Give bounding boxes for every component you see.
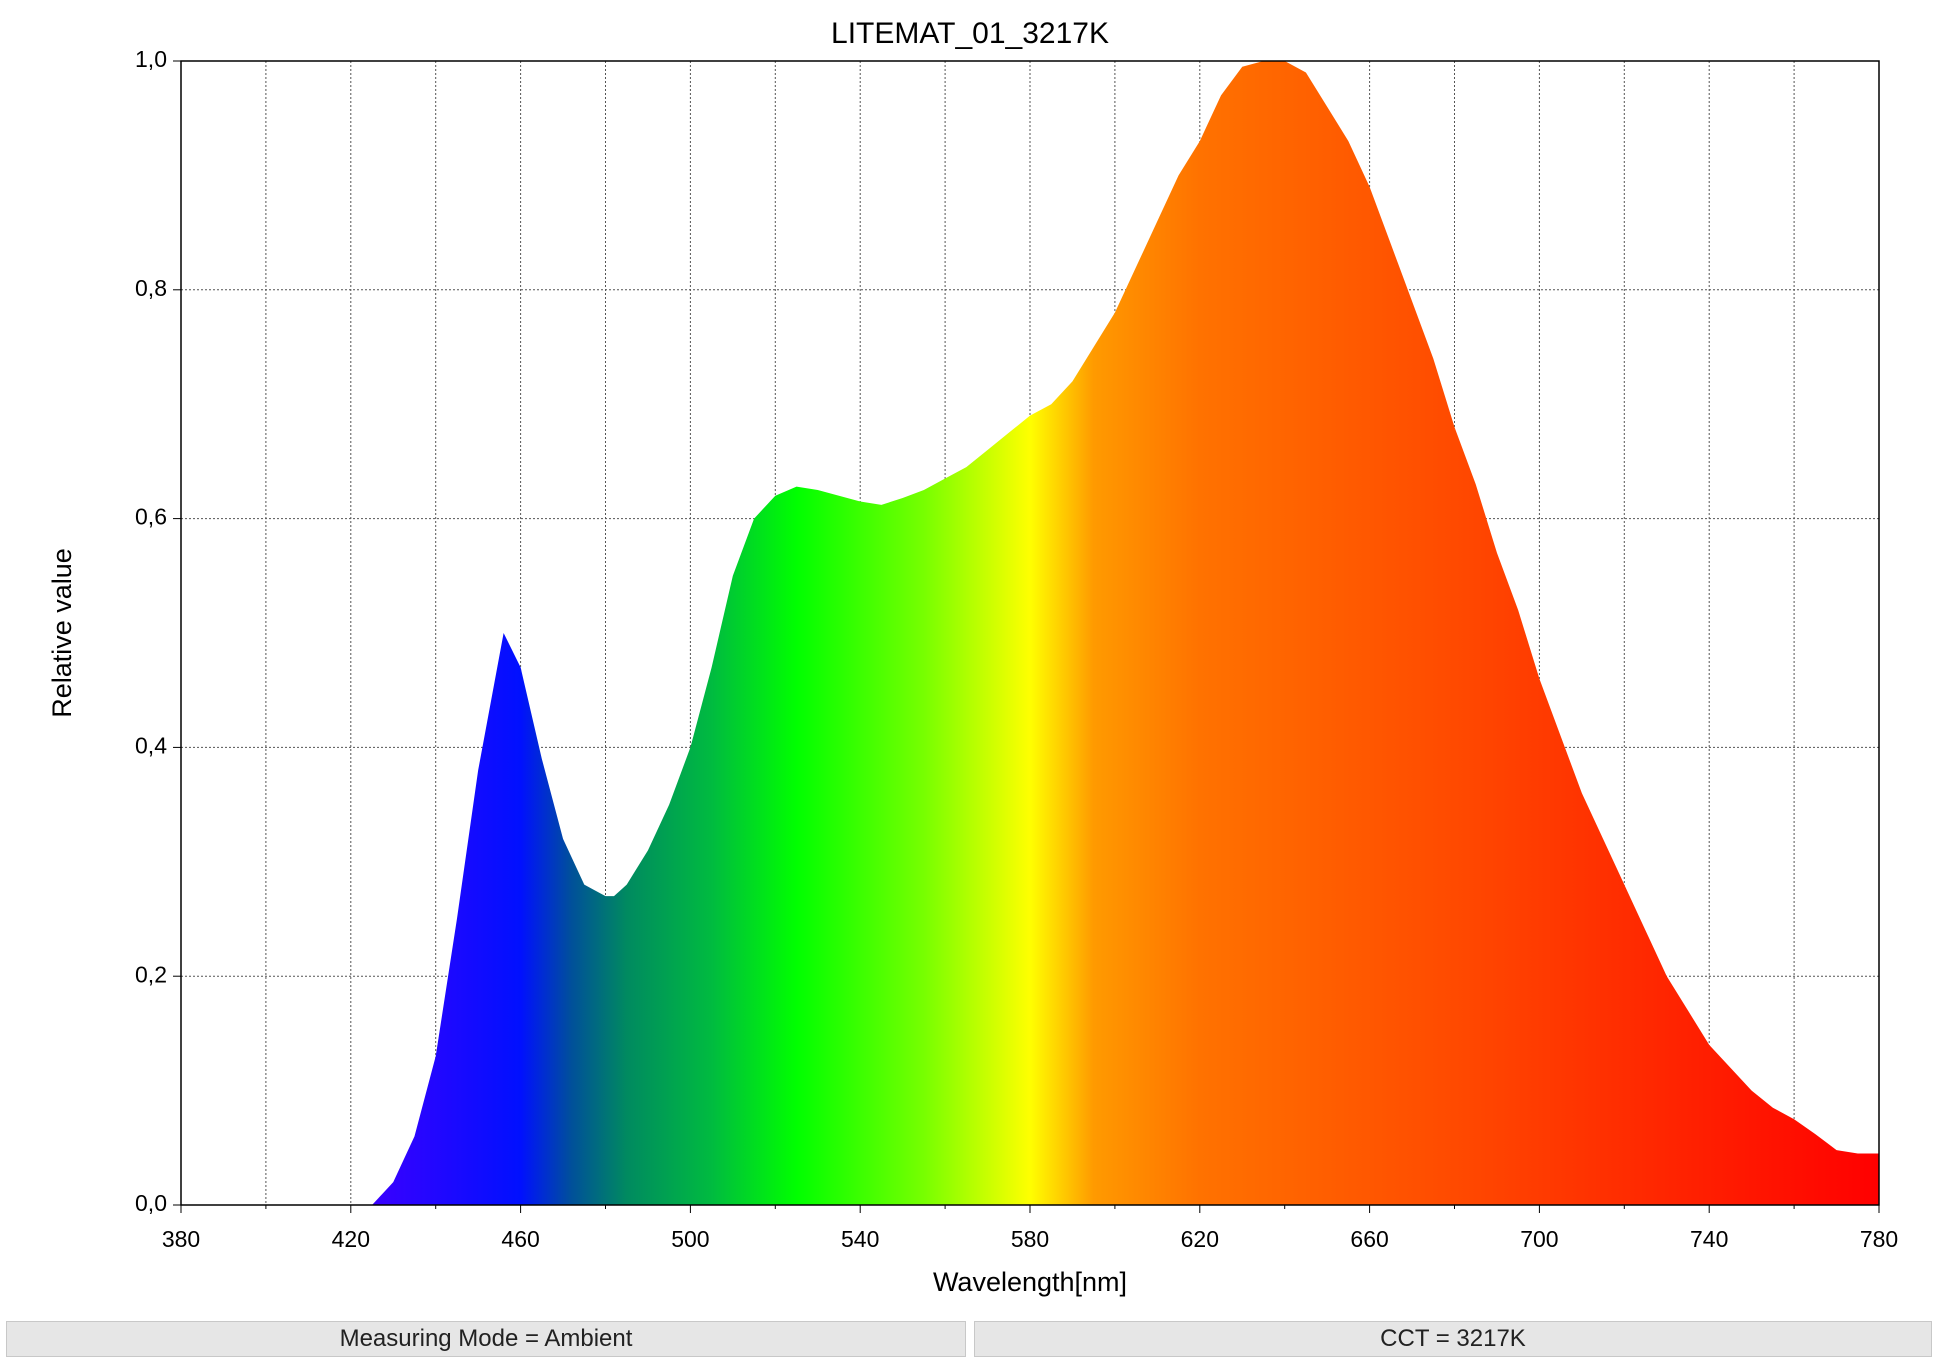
spectrum-area bbox=[372, 61, 1879, 1205]
y-tick-label: 0,4 bbox=[135, 732, 167, 758]
x-tick-label: 540 bbox=[841, 1226, 879, 1252]
x-tick-label: 700 bbox=[1520, 1226, 1558, 1252]
x-tick-label: 620 bbox=[1181, 1226, 1219, 1252]
x-tick-label: 660 bbox=[1350, 1226, 1388, 1252]
x-tick-label: 740 bbox=[1690, 1226, 1728, 1252]
y-tick-label: 0,2 bbox=[135, 961, 167, 987]
x-tick-label: 460 bbox=[501, 1226, 539, 1252]
y-tick-label: 0,0 bbox=[135, 1190, 167, 1216]
y-tick-label: 0,6 bbox=[135, 504, 167, 530]
chart-title: LITEMAT_01_3217K bbox=[831, 17, 1109, 50]
x-tick-label: 780 bbox=[1860, 1226, 1898, 1252]
y-tick-label: 0,8 bbox=[135, 275, 167, 301]
x-tick-label: 380 bbox=[162, 1226, 200, 1252]
status-button[interactable]: CCT = 3217K bbox=[974, 1321, 1932, 1357]
x-tick-label: 420 bbox=[332, 1226, 370, 1252]
status-button[interactable]: Measuring Mode = Ambient bbox=[6, 1321, 966, 1357]
x-tick-label: 580 bbox=[1011, 1226, 1049, 1252]
x-tick-label: 500 bbox=[671, 1226, 709, 1252]
chart: LITEMAT_01_3217K Wavelength[nm] Relative… bbox=[47, 17, 1898, 1297]
y-tick-label: 1,0 bbox=[135, 46, 167, 72]
y-axis-label: Relative value bbox=[47, 548, 77, 718]
x-axis-label: Wavelength[nm] bbox=[933, 1267, 1127, 1297]
plot-frame bbox=[180, 60, 1880, 1206]
